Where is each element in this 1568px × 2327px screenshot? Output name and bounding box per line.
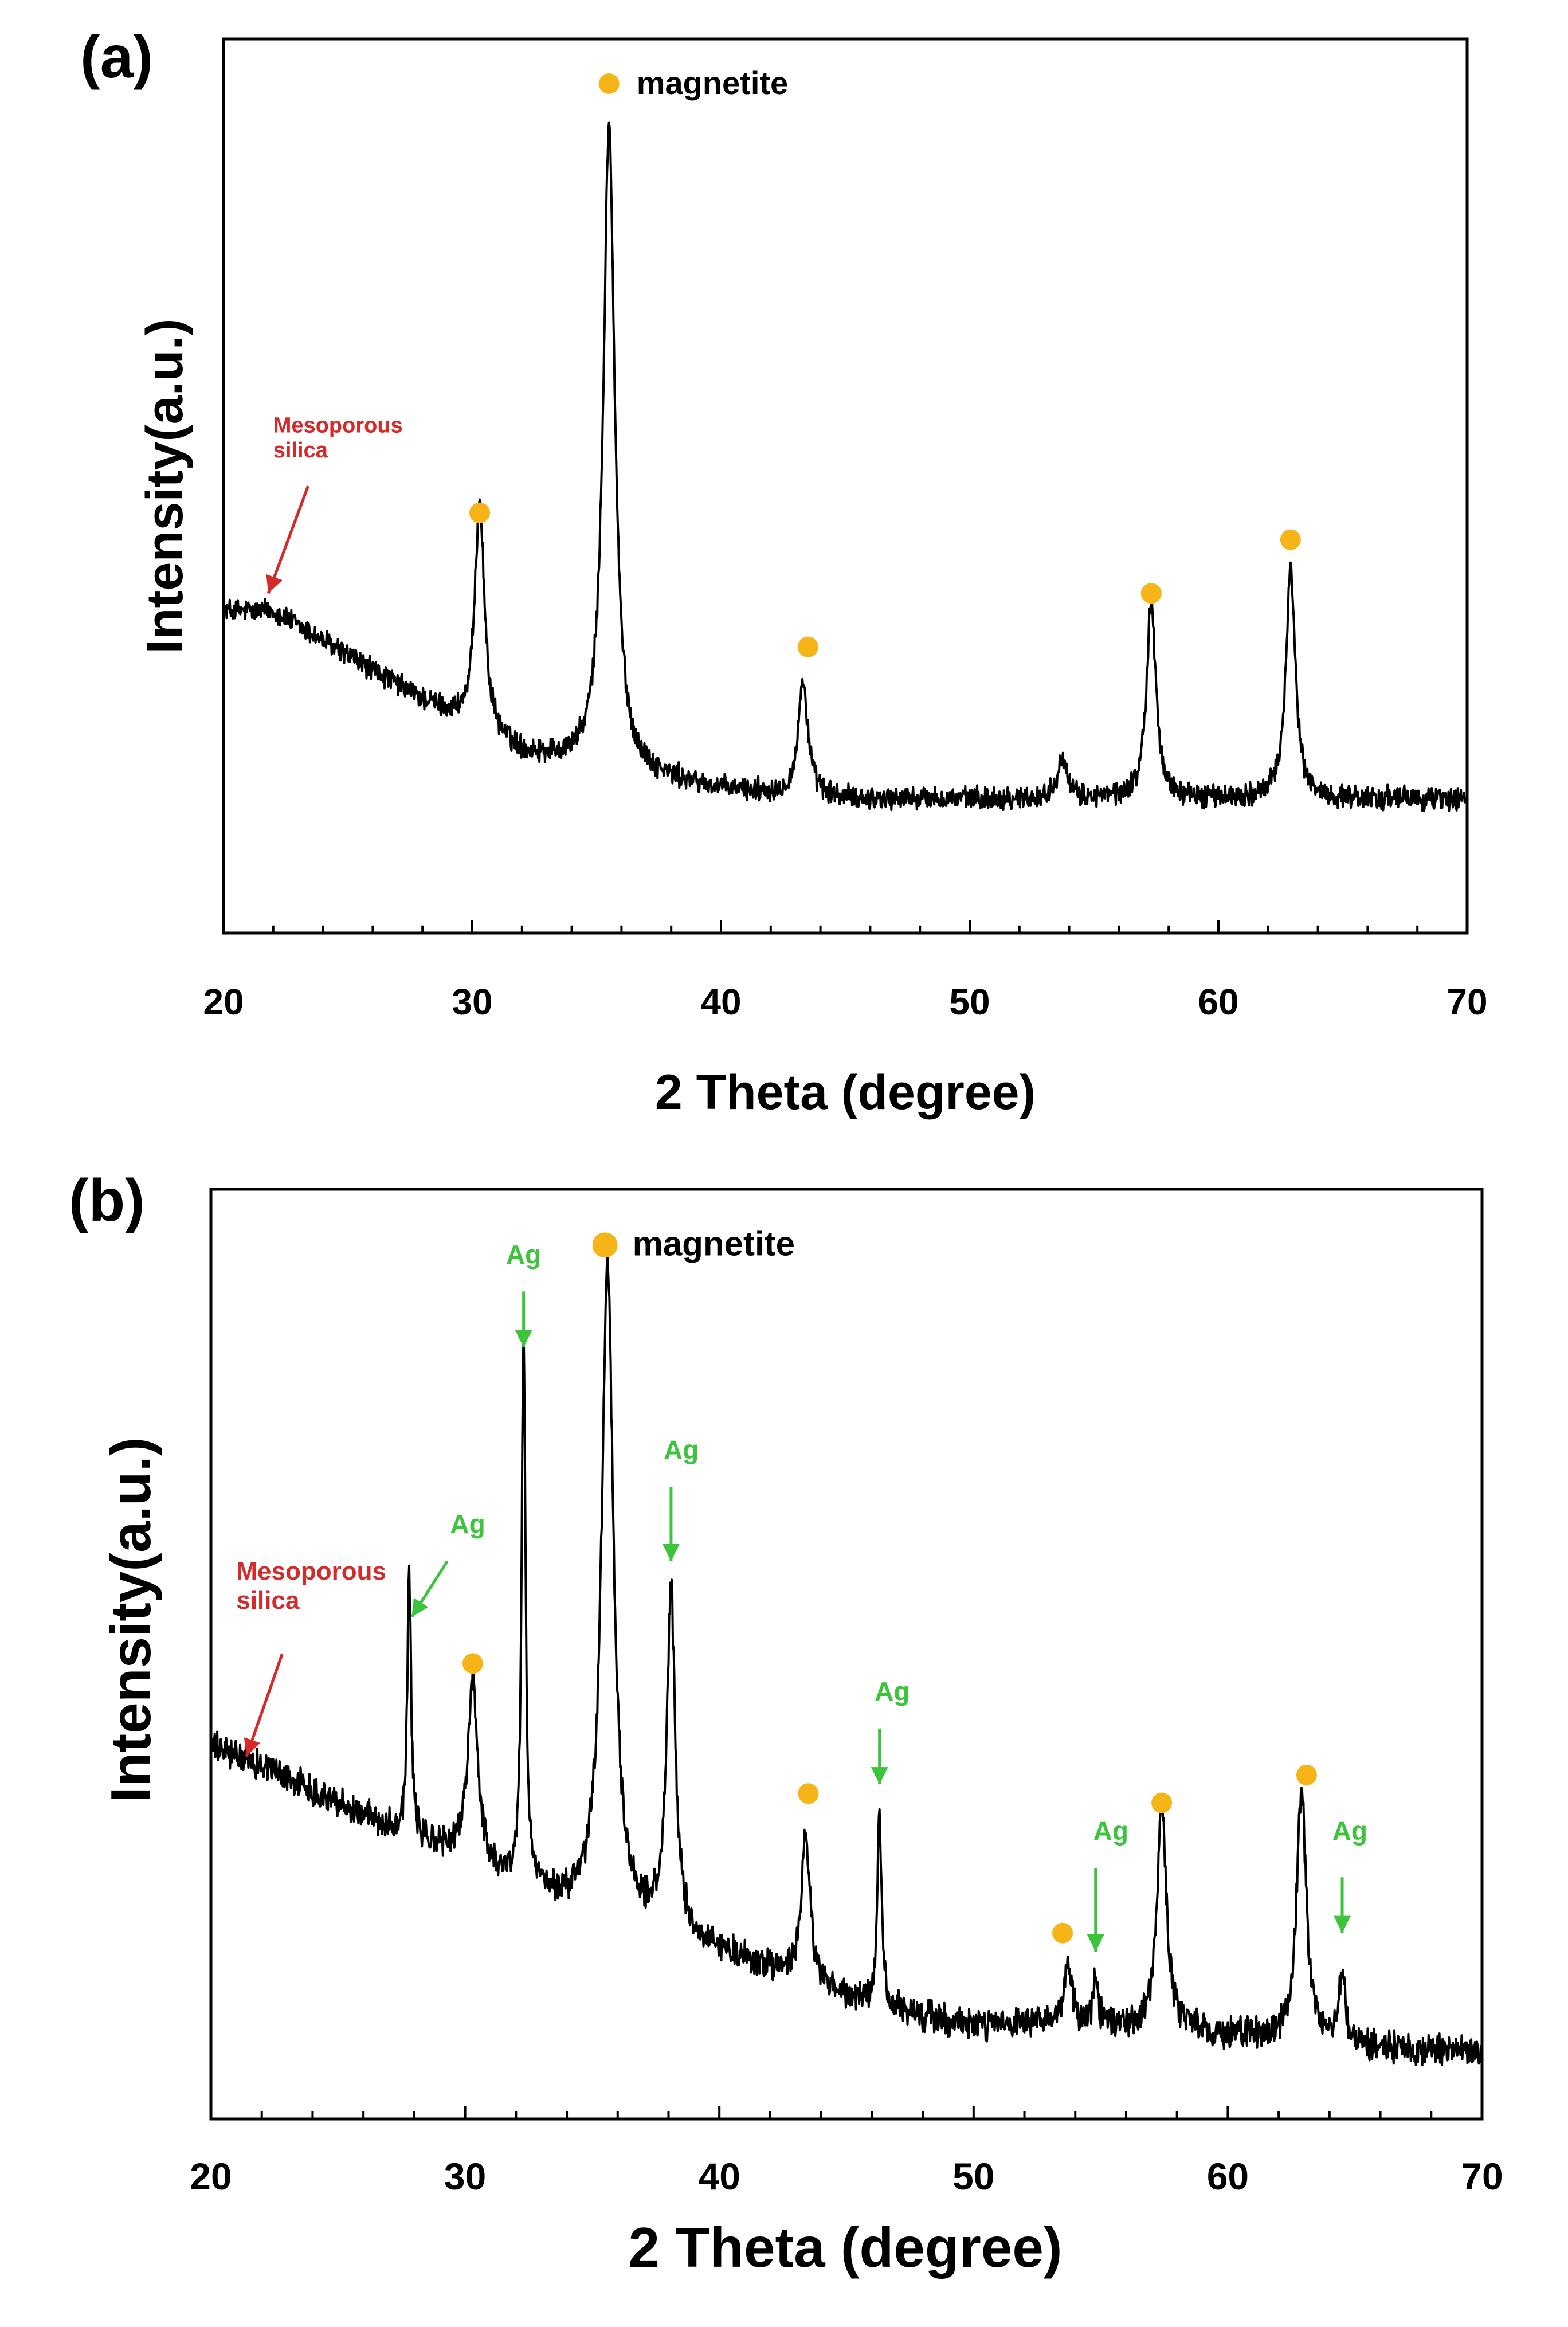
mesoporous-silica-label: silica: [236, 1586, 300, 1615]
ag-arrowhead-icon: [411, 1597, 429, 1617]
ag-arrowhead-icon: [662, 1544, 680, 1561]
panel-a-magnetite-markers: [469, 502, 1301, 657]
panel-a-x-tick-labels: 20 30 40 50 60 70: [203, 981, 1487, 1023]
xrd-trace-line: [222, 121, 1468, 812]
panel-b-y-axis-label: Intensity(a.u.): [99, 1437, 162, 1802]
ag-label: Ag: [1093, 1816, 1128, 1846]
silica-arrow-icon: [266, 485, 309, 594]
x-tick-label: 70: [1461, 2155, 1503, 2197]
panel-a-x-axis-label: 2 Theta (degree): [655, 1065, 1036, 1120]
ag-label: Ag: [664, 1435, 699, 1464]
magnetite-marker-icon: [1052, 1922, 1073, 1944]
panel-a-label: (a): [80, 24, 153, 91]
panel-a-legend: magnetite: [598, 65, 789, 101]
mesoporous-silica-label: silica: [273, 438, 328, 463]
panel-b-magnetite-markers: [462, 1653, 1317, 1944]
panel-b-x-axis-label: 2 Theta (degree): [629, 2216, 1063, 2279]
panel-a-x-ticks: [272, 920, 1419, 933]
ag-label: Ag: [450, 1509, 485, 1539]
panel-b-label: (b): [69, 1168, 145, 1234]
panel-b-x-ticks: [260, 2106, 1433, 2119]
panel-b-x-tick-labels: 20 30 40 50 60 70: [190, 2155, 1503, 2197]
panel-a-legend-marker-icon: [598, 73, 620, 94]
panel-a-y-axis-label: Intensity(a.u.): [136, 318, 194, 653]
x-tick-label: 50: [949, 981, 990, 1023]
panel-b-legend: magnetite: [592, 1224, 795, 1263]
x-tick-label: 40: [700, 981, 741, 1023]
panel-b-series: [210, 1250, 1483, 2067]
magnetite-marker-icon: [797, 636, 818, 657]
magnetite-marker-icon: [1280, 529, 1301, 550]
magnetite-marker-icon: [1151, 1792, 1173, 1813]
xrd-trace-line: [210, 1250, 1483, 2067]
panel-b-legend-marker-icon: [592, 1232, 618, 1258]
ag-arrowhead-icon: [1334, 1915, 1351, 1933]
magnetite-marker-icon: [1140, 583, 1162, 604]
mesoporous-silica-label: Mesoporous: [236, 1557, 386, 1585]
x-tick-label: 70: [1447, 981, 1487, 1023]
magnetite-marker-icon: [462, 1653, 483, 1674]
panel-b-legend-label: magnetite: [633, 1224, 795, 1263]
ag-arrowhead-icon: [515, 1330, 532, 1347]
panel-a-series: [222, 121, 1468, 812]
magnetite-marker-icon: [469, 502, 491, 523]
x-tick-label: 40: [698, 2155, 740, 2197]
silica-arrowhead-icon: [244, 1737, 261, 1757]
ag-arrowhead-icon: [871, 1767, 888, 1785]
silica-arrowhead-icon: [266, 574, 283, 594]
ag-label: Ag: [1332, 1816, 1367, 1846]
x-tick-label: 20: [203, 981, 244, 1023]
x-tick-label: 60: [1207, 2155, 1249, 2197]
ag-label: Ag: [875, 1676, 910, 1706]
x-tick-label: 60: [1198, 981, 1238, 1023]
ag-arrowhead-icon: [1087, 1934, 1104, 1952]
mesoporous-silica-label: Mesoporous: [273, 413, 403, 437]
ag-label: Ag: [506, 1240, 541, 1270]
panel-b-plot-frame: [209, 1188, 1484, 2121]
silica-arrow-icon: [245, 1654, 284, 1757]
magnetite-marker-icon: [1296, 1764, 1317, 1785]
panel-a-legend-label: magnetite: [637, 65, 789, 101]
panel-a-plot-frame: [222, 37, 1469, 935]
x-tick-label: 20: [190, 2155, 232, 2197]
magnetite-marker-icon: [798, 1783, 819, 1804]
x-tick-label: 30: [452, 981, 492, 1023]
x-tick-label: 30: [444, 2155, 486, 2197]
x-tick-label: 50: [952, 2155, 994, 2197]
